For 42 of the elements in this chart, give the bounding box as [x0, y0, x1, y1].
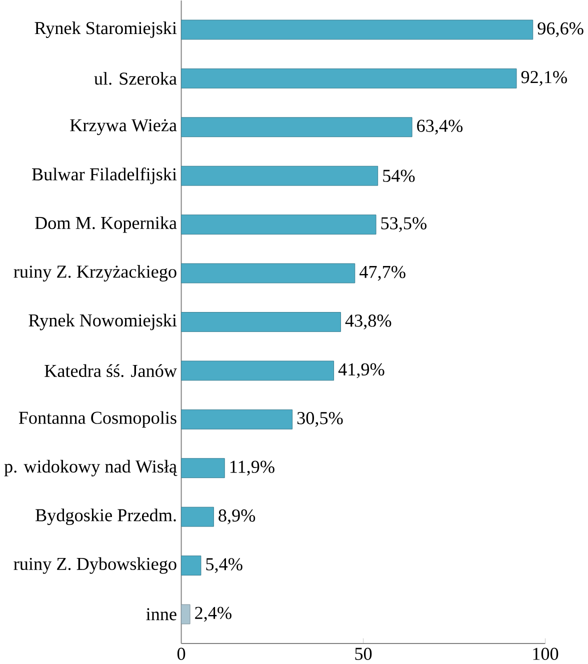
- data-label: 92,1%: [521, 71, 567, 86]
- data-label: 53,5%: [381, 217, 426, 232]
- y-tick-label: ruiny Z. Krzyżackiego: [14, 265, 176, 282]
- data-label: 63,4%: [417, 120, 463, 135]
- bar: [181, 312, 341, 332]
- data-label: 11,9%: [230, 460, 274, 476]
- data-label: 54%: [383, 170, 415, 182]
- bar: [181, 506, 214, 527]
- y-tick-label: ul. Szeroka: [94, 72, 177, 85]
- bar: [181, 360, 334, 381]
- bar: [181, 166, 378, 186]
- y-tick-label: Bydgoskie Przedm.: [36, 508, 176, 526]
- data-label: 41,9%: [338, 363, 384, 378]
- bar: [181, 214, 376, 235]
- bar: [181, 117, 412, 138]
- data-label: 8,9%: [218, 509, 256, 524]
- y-tick-label: ruiny Z. Dybowskiego: [14, 557, 176, 574]
- bar: [181, 556, 202, 576]
- y-tick-label: Dom M. Kopernika: [35, 216, 177, 233]
- bar: [181, 409, 293, 430]
- data-label: 47,7%: [360, 266, 406, 281]
- y-tick-label: Katedra śś. Janów: [44, 364, 177, 378]
- y-tick-label: Fontanna Cosmopolis: [18, 411, 176, 428]
- data-label: 30,5%: [297, 412, 343, 427]
- y-tick-label: Bulwar Filadelfijski: [32, 168, 177, 184]
- data-label: 43,8%: [345, 314, 392, 330]
- data-label: 5,4%: [206, 558, 242, 573]
- bar: [181, 604, 190, 624]
- bar: [181, 68, 517, 88]
- y-tick-label: Krzywa Wieża: [70, 119, 177, 136]
- x-tick-label: 100: [533, 648, 558, 660]
- bar: [181, 458, 225, 478]
- y-tick-label: inne: [146, 608, 176, 620]
- bar: [181, 263, 356, 284]
- data-label: 96,6%: [538, 22, 584, 38]
- x-tick-label: 50: [355, 648, 372, 660]
- y-tick-label: Rynek Nowomiejski: [28, 314, 177, 330]
- data-label: 2,4%: [195, 606, 232, 622]
- y-tick-label: p. widokowy nad Wisłą: [4, 460, 178, 476]
- y-tick-label: Rynek Staromiejski: [34, 21, 177, 38]
- x-tick-label: 0: [177, 648, 186, 660]
- bar: [181, 20, 534, 40]
